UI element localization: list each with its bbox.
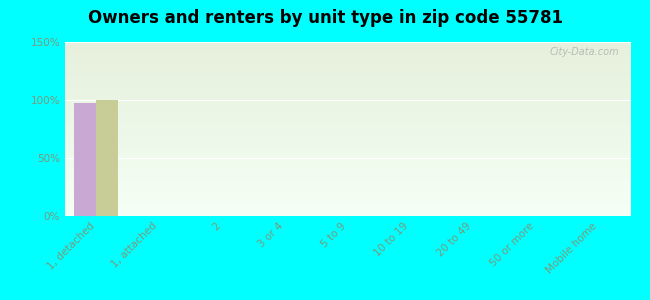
Text: Owners and renters by unit type in zip code 55781: Owners and renters by unit type in zip c… bbox=[88, 9, 562, 27]
Text: City-Data.com: City-Data.com bbox=[549, 47, 619, 57]
Bar bbox=[74, 103, 96, 216]
Bar bbox=[96, 100, 118, 216]
